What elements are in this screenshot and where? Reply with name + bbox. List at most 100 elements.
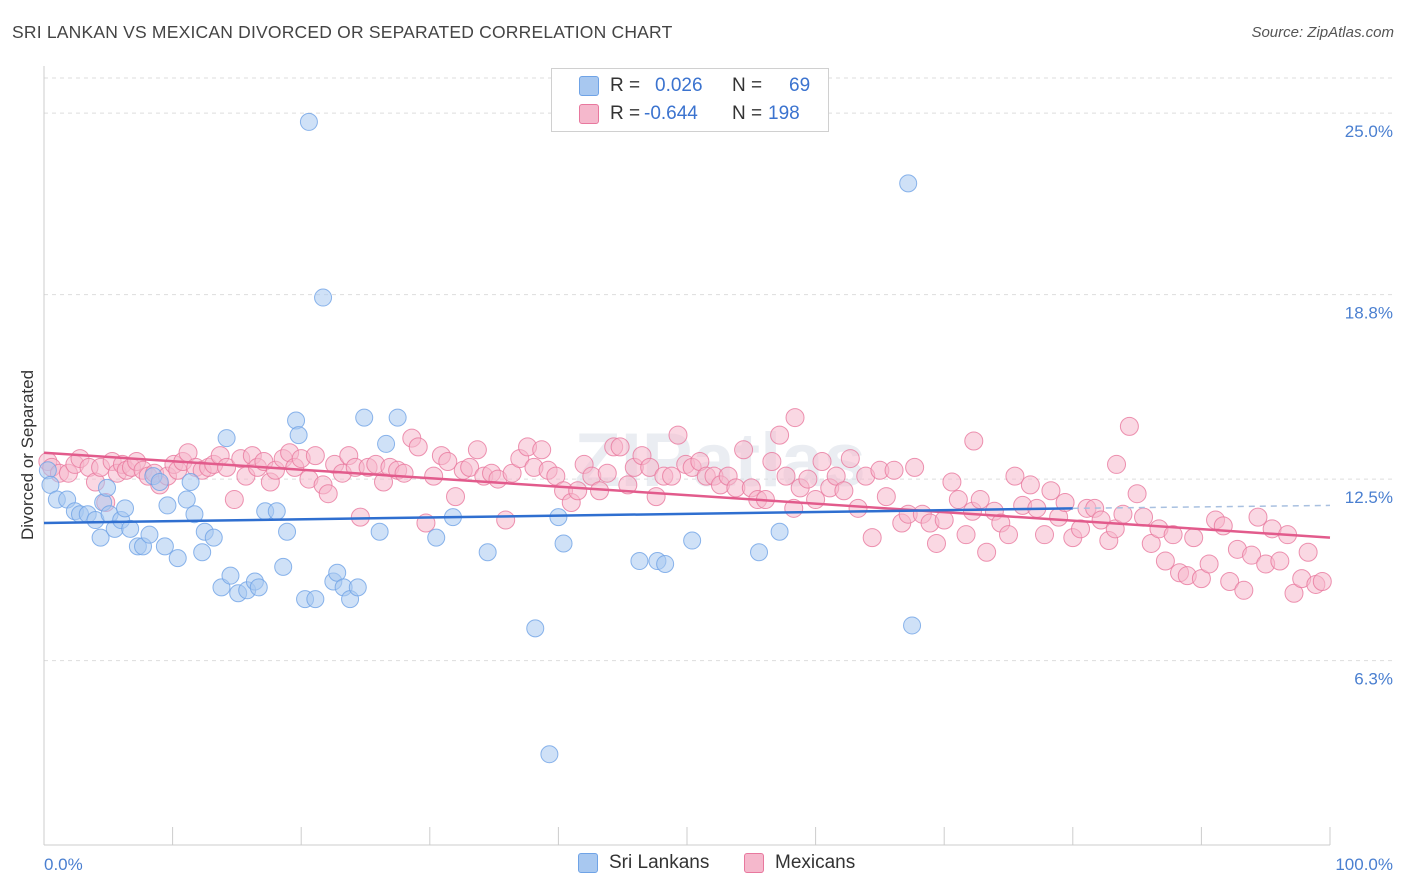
data-point (1134, 507, 1154, 527)
legend-row-sri-lankans: R = 0.026 N = 69 (552, 75, 828, 103)
data-point (876, 487, 896, 507)
sri-lankans-trend-extension (1072, 504, 1331, 510)
data-point (834, 481, 854, 501)
data-point (546, 466, 566, 486)
data-point (1107, 454, 1127, 474)
y-tick-label: 18.8% (1345, 304, 1393, 323)
legend-r-label: R = (610, 75, 641, 96)
data-point (181, 472, 200, 491)
bottom-legend-label: Mexicans (775, 852, 856, 873)
data-point (1141, 533, 1161, 553)
y-tick-labels: 6.3% 12.5% 18.8% 25.0% (1345, 122, 1393, 688)
data-point (884, 460, 904, 480)
data-point (848, 498, 868, 518)
legend-swatch-blue (579, 76, 599, 96)
data-point (278, 522, 297, 541)
data-point (549, 508, 568, 527)
data-point (568, 481, 588, 501)
data-point (460, 457, 480, 477)
data-point (502, 463, 522, 483)
data-point (942, 472, 962, 492)
data-point (116, 499, 135, 518)
data-point (140, 525, 159, 544)
x-tick-label: 0.0% (44, 855, 83, 874)
data-point (862, 528, 882, 548)
sri-lankans-trend-line (43, 507, 1073, 525)
data-point (467, 440, 487, 460)
data-point (1055, 492, 1075, 512)
data-point (38, 461, 57, 480)
data-point (478, 543, 497, 562)
data-point (1071, 519, 1091, 539)
legend-r-value: -0.644 (644, 103, 698, 124)
data-point (1242, 545, 1262, 565)
data-point (903, 616, 922, 635)
data-point (1020, 475, 1040, 495)
data-point (350, 507, 370, 527)
chart-title: SRI LANKAN VS MEXICAN DIVORCED OR SEPARA… (12, 22, 673, 42)
data-point (446, 487, 466, 507)
data-point (1091, 510, 1111, 530)
data-point (388, 408, 407, 427)
data-point (526, 619, 545, 638)
data-point (299, 112, 318, 131)
data-point (668, 425, 688, 445)
data-point (785, 408, 805, 428)
data-point (1312, 572, 1332, 592)
data-point (630, 552, 649, 571)
data-point (964, 431, 984, 451)
data-point (305, 446, 325, 466)
data-point (1248, 507, 1268, 527)
data-point (177, 490, 196, 509)
data-point (977, 542, 997, 562)
legend-swatch-pink (579, 104, 599, 124)
legend-n-value: 198 (768, 103, 800, 124)
data-point (776, 466, 796, 486)
data-point (618, 475, 638, 495)
data-point (956, 525, 976, 545)
data-point (249, 578, 268, 597)
data-point (155, 537, 174, 556)
data-point (532, 440, 552, 460)
trend-lines (43, 451, 1331, 539)
data-point (267, 502, 286, 521)
data-point (348, 578, 367, 597)
data-point (597, 463, 617, 483)
data-point (98, 478, 117, 497)
data-point (1298, 542, 1318, 562)
data-point (554, 534, 573, 553)
data-point (370, 522, 389, 541)
data-point (798, 469, 818, 489)
data-point (193, 543, 212, 562)
data-point (274, 557, 293, 576)
data-point (394, 463, 414, 483)
mexicans-trend-line (43, 451, 1331, 539)
legend-row-mexicans: R = -0.644 N = 198 (552, 103, 828, 131)
data-point (540, 745, 559, 764)
data-point (905, 457, 925, 477)
data-point (1220, 572, 1240, 592)
data-point (646, 487, 666, 507)
data-point (926, 533, 946, 553)
data-point (438, 452, 458, 471)
y-tick-label: 6.3% (1354, 670, 1393, 689)
data-point (1199, 554, 1219, 574)
data-point (1119, 416, 1139, 436)
data-point (948, 490, 968, 510)
legend-n-value: 69 (789, 75, 811, 96)
data-point (217, 457, 237, 477)
data-point (1184, 528, 1204, 548)
data-point (168, 549, 187, 568)
legend: R = 0.026 N = 69 R = -0.644 N = 198 (551, 68, 829, 132)
data-point (377, 434, 396, 453)
data-point (1035, 525, 1055, 545)
bottom-legend-swatch-pink (744, 853, 764, 873)
x-tick-label: 100.0% (1335, 855, 1393, 874)
data-point (121, 519, 140, 538)
data-point (158, 496, 177, 515)
data-point (91, 528, 110, 547)
y-tick-label: 25.0% (1345, 122, 1393, 141)
data-point (734, 440, 754, 460)
data-point (662, 466, 682, 486)
data-point (1041, 481, 1061, 501)
